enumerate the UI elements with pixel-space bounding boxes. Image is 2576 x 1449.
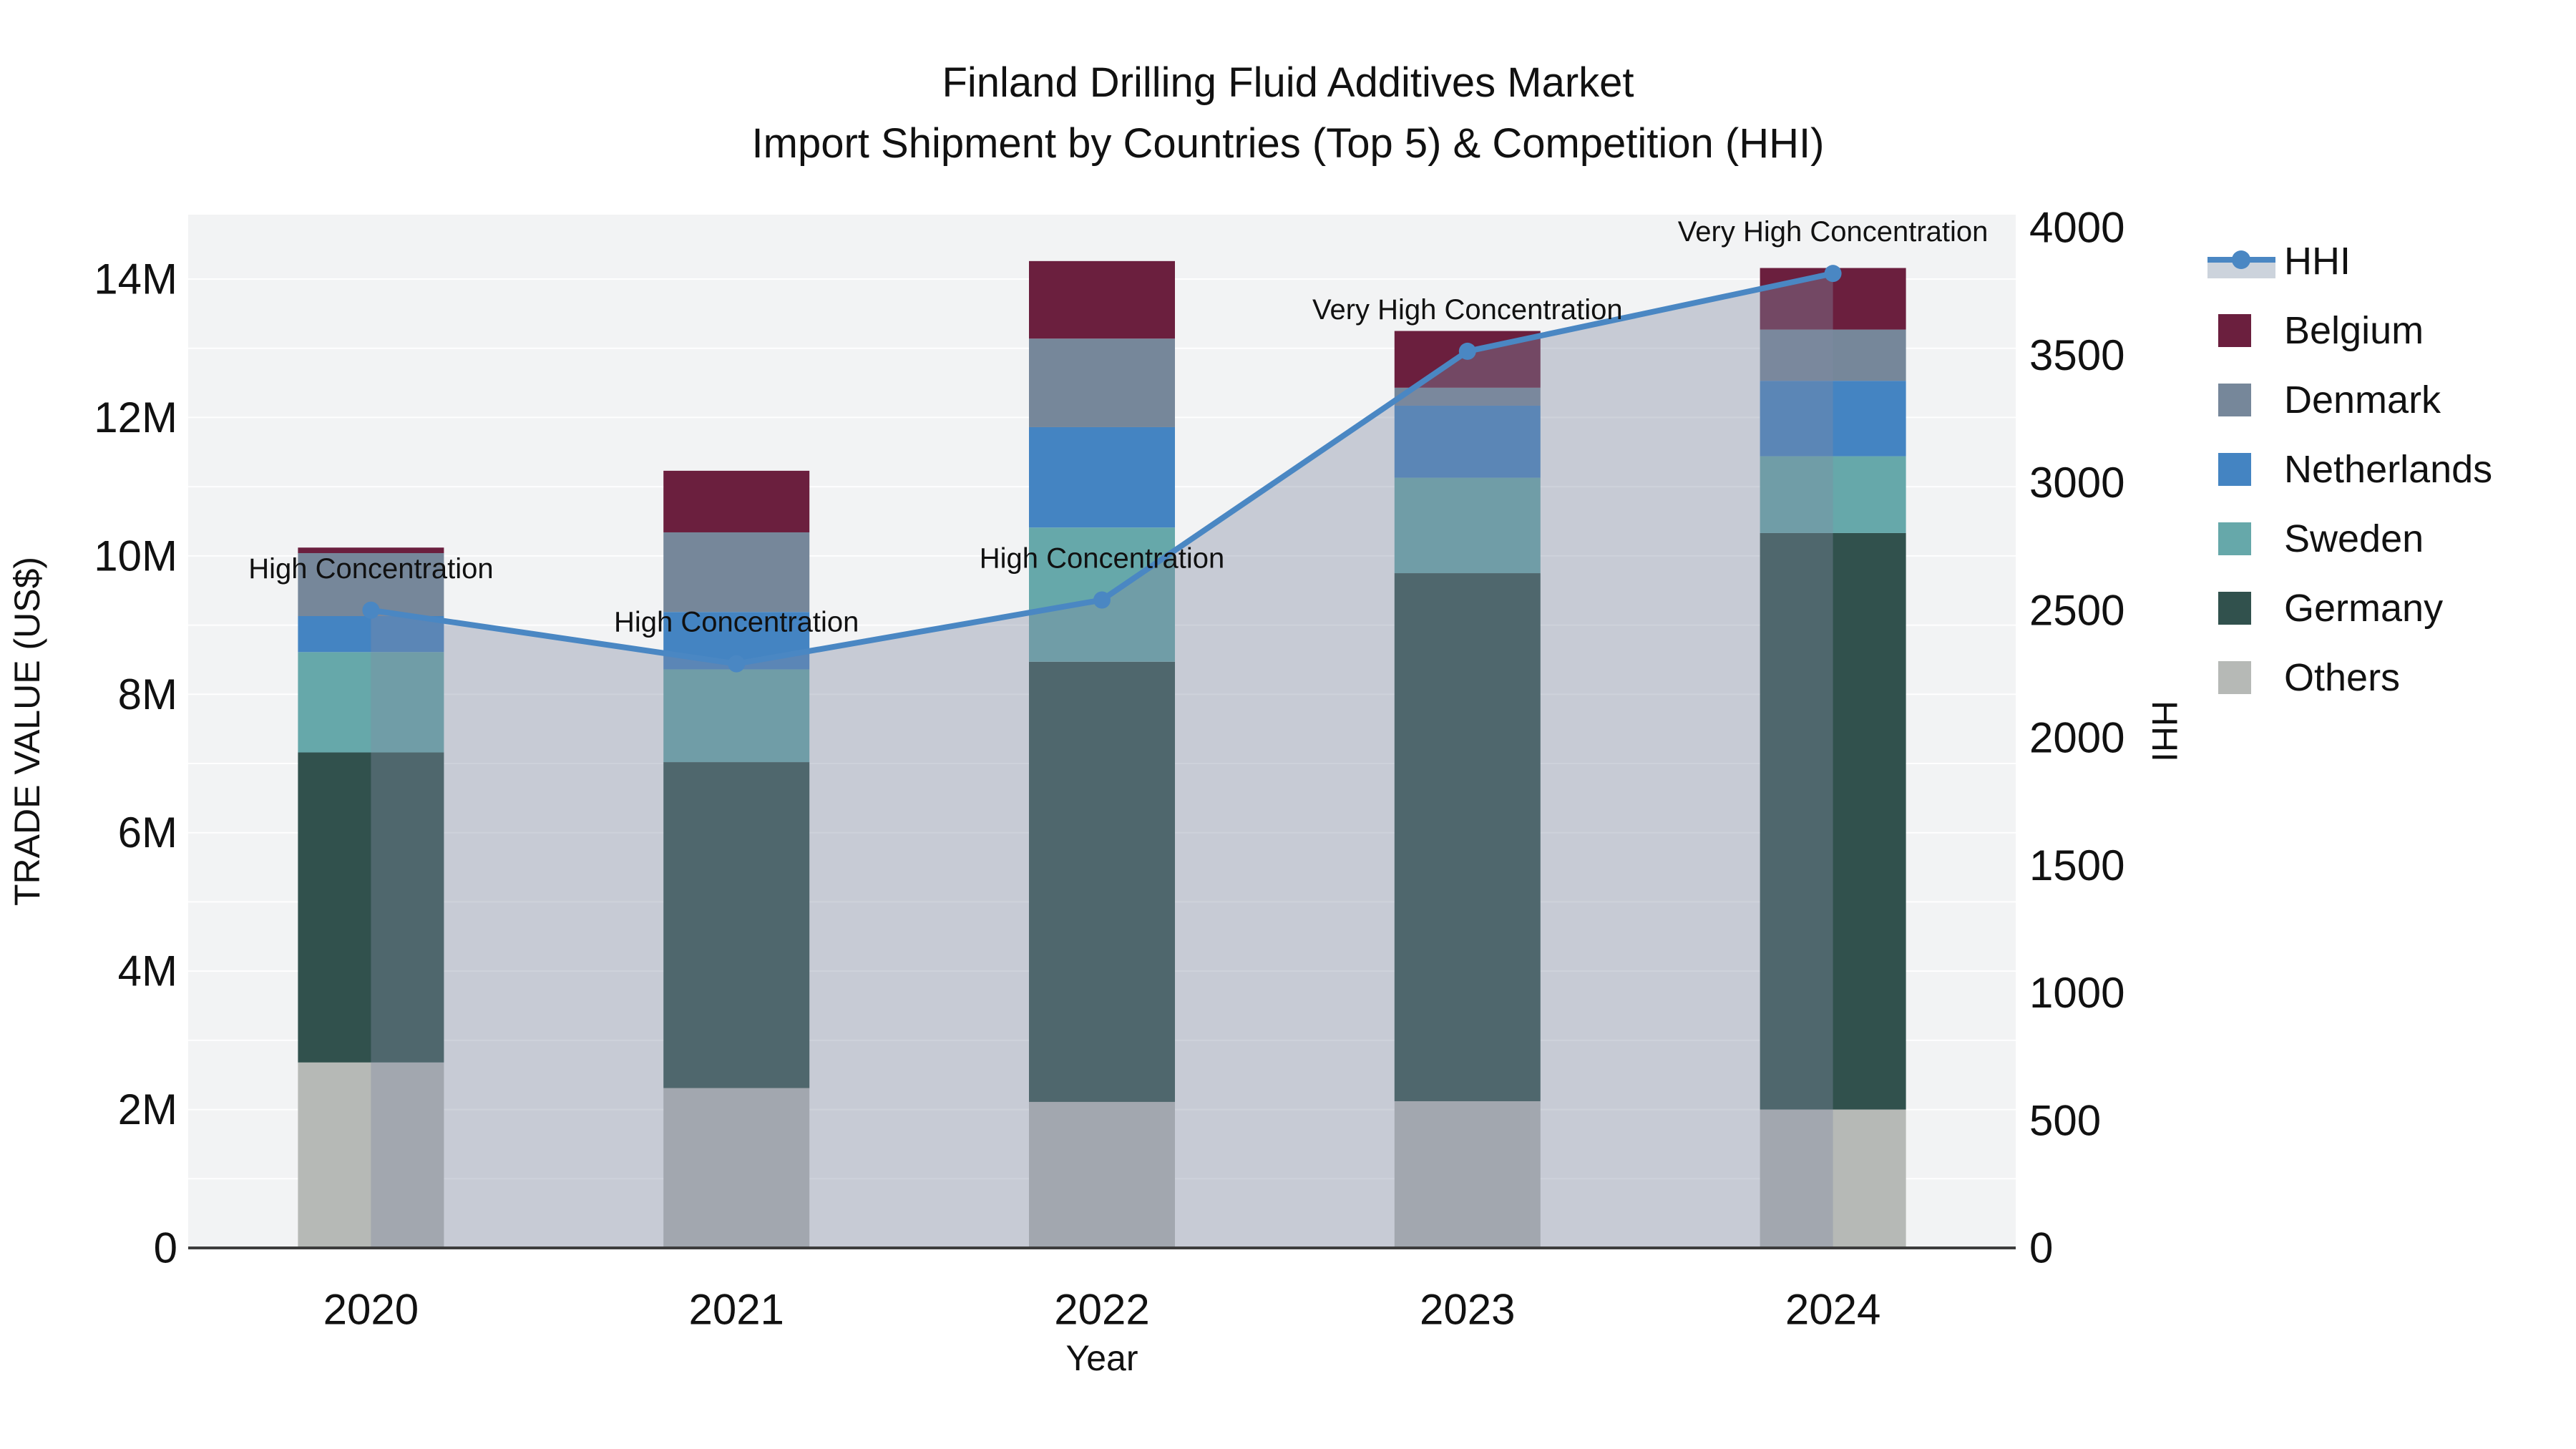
y-left-tick-2M: 2M bbox=[118, 1085, 177, 1133]
legend-label-sweden: Sweden bbox=[2284, 517, 2424, 560]
bar-segment-germany-2023 bbox=[1394, 573, 1541, 1101]
bar-segment-germany-2022 bbox=[1029, 661, 1175, 1102]
y-right-tick-500: 500 bbox=[2029, 1096, 2101, 1144]
bar-segment-netherlands-2024 bbox=[1760, 381, 1906, 457]
y-left-axis-title: TRADE VALUE (US$) bbox=[7, 557, 47, 906]
bar-segment-denmark-2021 bbox=[663, 532, 810, 613]
bar-segment-netherlands-2020 bbox=[298, 615, 444, 653]
bar-segment-others-2024 bbox=[1760, 1109, 1906, 1248]
legend-label-netherlands: Netherlands bbox=[2284, 448, 2492, 491]
legend-hhi-marker bbox=[2232, 250, 2250, 269]
y-left-tick-14M: 14M bbox=[94, 255, 177, 303]
chart-title-line2: Import Shipment by Countries (Top 5) & C… bbox=[752, 120, 1825, 167]
y-right-tick-4000: 4000 bbox=[2029, 204, 2124, 252]
axis-tick-labels: 0 2M 4M 6M 8M 10M 12M 14M 0 500 1000 1500 2000 2500 30… bbox=[94, 204, 2124, 1334]
hhi-marker-2021 bbox=[728, 655, 746, 673]
legend: HHI Belgium Denmark Netherlands Sweden German… bbox=[2207, 240, 2492, 699]
annotation-2024: Very High Concentration bbox=[1678, 216, 1989, 248]
bar-segment-others-2021 bbox=[663, 1088, 810, 1248]
y-left-tick-12M: 12M bbox=[94, 394, 177, 441]
bar-segment-netherlands-2022 bbox=[1029, 426, 1175, 528]
hhi-area bbox=[371, 273, 1833, 1248]
bar-segment-belgium-2022 bbox=[1029, 260, 1175, 339]
bar-segment-sweden-2020 bbox=[298, 652, 444, 753]
x-tick-2023: 2023 bbox=[1420, 1286, 1515, 1334]
bar-segment-others-2023 bbox=[1394, 1101, 1541, 1248]
legend-label-belgium: Belgium bbox=[2284, 309, 2424, 352]
legend-label-hhi: HHI bbox=[2284, 240, 2351, 283]
bar-segment-denmark-2022 bbox=[1029, 338, 1175, 427]
y-right-tick-1000: 1000 bbox=[2029, 969, 2124, 1017]
x-tick-2024: 2024 bbox=[1785, 1286, 1880, 1334]
x-tick-2020: 2020 bbox=[323, 1286, 419, 1334]
y-left-tick-8M: 8M bbox=[118, 670, 177, 718]
y-left-tick-0: 0 bbox=[154, 1224, 177, 1272]
hhi-area-fill bbox=[371, 273, 1833, 1248]
legend-swatch-others bbox=[2218, 661, 2251, 694]
hhi-marker-2020 bbox=[362, 601, 380, 619]
y-right-axis-title: HHI bbox=[2145, 701, 2185, 762]
annotation-2023: Very High Concentration bbox=[1312, 294, 1623, 326]
bar-segment-denmark-2023 bbox=[1394, 387, 1541, 406]
bar-segment-others-2020 bbox=[298, 1062, 444, 1248]
bar-segment-sweden-2021 bbox=[663, 669, 810, 763]
x-tick-2022: 2022 bbox=[1054, 1286, 1149, 1334]
bar-segment-germany-2021 bbox=[663, 762, 810, 1088]
y-right-tick-3500: 3500 bbox=[2029, 331, 2124, 379]
chart-title-line1: Finland Drilling Fluid Additives Market bbox=[942, 59, 1634, 106]
legend-swatch-belgium bbox=[2218, 314, 2251, 347]
bar-segment-sweden-2023 bbox=[1394, 477, 1541, 574]
hhi-line bbox=[362, 265, 1842, 673]
stacked-bars bbox=[298, 260, 1906, 1248]
y-left-tick-6M: 6M bbox=[118, 809, 177, 857]
y-left-tick-10M: 10M bbox=[94, 532, 177, 580]
x-axis-title: Year bbox=[1065, 1338, 1138, 1378]
annotation-2020: High Concentration bbox=[248, 553, 493, 585]
legend-swatch-denmark bbox=[2218, 384, 2251, 416]
bar-segment-belgium-2020 bbox=[298, 547, 444, 553]
legend-label-denmark: Denmark bbox=[2284, 379, 2441, 421]
x-tick-2021: 2021 bbox=[688, 1286, 784, 1334]
y-right-tick-0: 0 bbox=[2029, 1224, 2053, 1272]
bar-segment-germany-2024 bbox=[1760, 532, 1906, 1110]
bar-segment-others-2022 bbox=[1029, 1101, 1175, 1248]
annotation-2022: High Concentration bbox=[980, 542, 1224, 574]
y-right-tick-1500: 1500 bbox=[2029, 841, 2124, 889]
annotation-2021: High Concentration bbox=[614, 607, 859, 638]
hhi-marker-2022 bbox=[1093, 591, 1111, 609]
legend-swatch-netherlands bbox=[2218, 453, 2251, 486]
bar-segment-sweden-2024 bbox=[1760, 456, 1906, 533]
hhi-marker-2024 bbox=[1824, 265, 1842, 283]
y-left-tick-4M: 4M bbox=[118, 947, 177, 995]
legend-swatch-sweden bbox=[2218, 522, 2251, 555]
y-right-tick-2500: 2500 bbox=[2029, 586, 2124, 634]
legend-label-germany: Germany bbox=[2284, 587, 2443, 630]
y-right-tick-3000: 3000 bbox=[2029, 459, 2124, 507]
bar-segment-germany-2020 bbox=[298, 752, 444, 1063]
bar-segment-denmark-2024 bbox=[1760, 329, 1906, 381]
bar-segment-belgium-2021 bbox=[663, 470, 810, 532]
annotations: High Concentration High Concentration High… bbox=[248, 216, 1988, 638]
hhi-marker-2023 bbox=[1458, 342, 1476, 360]
y-right-tick-2000: 2000 bbox=[2029, 714, 2124, 762]
legend-swatch-germany bbox=[2218, 592, 2251, 625]
bar-segment-netherlands-2023 bbox=[1394, 405, 1541, 478]
legend-label-others: Others bbox=[2284, 656, 2400, 699]
